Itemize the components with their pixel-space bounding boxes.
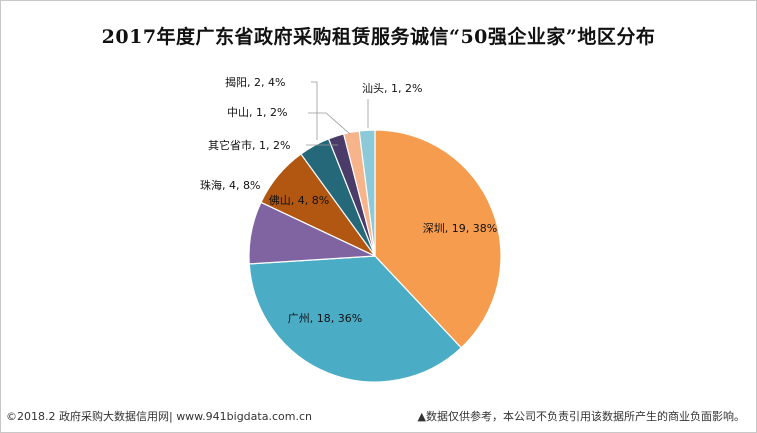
leader-line-4 (311, 81, 318, 140)
slice-label-0: 深圳, 19, 38% (423, 222, 497, 235)
slice-label-4: 揭阳, 2, 4% (225, 75, 285, 89)
slice-label-7: 汕头, 1, 2% (362, 82, 422, 95)
slice-label-5: 其它省市, 1, 2% (208, 138, 290, 152)
footer-disclaimer: ▲数据仅供参考，本公司不负责引用该数据所产生的商业负面影响。 (417, 410, 745, 423)
leader-line-6 (308, 112, 351, 135)
slice-label-6: 中山, 1, 2% (227, 106, 287, 119)
leader-line-2 (247, 185, 253, 191)
pie-slice-1 (248, 255, 463, 383)
pie-slice-0 (374, 129, 502, 349)
slice-label-2: 珠海, 4, 8% (200, 178, 260, 192)
footer-source: ©2018.2 政府采购大数据信用网| www.941bigdata.com.c… (6, 410, 312, 423)
slice-label-1: 广州, 18, 36% (288, 312, 362, 325)
slice-label-3: 佛山, 4, 8% (269, 194, 329, 207)
chart-title: 2017年度广东省政府采购租赁服务诚信“50强企业家”地区分布 (101, 26, 656, 48)
pie-slice-7 (358, 129, 376, 257)
